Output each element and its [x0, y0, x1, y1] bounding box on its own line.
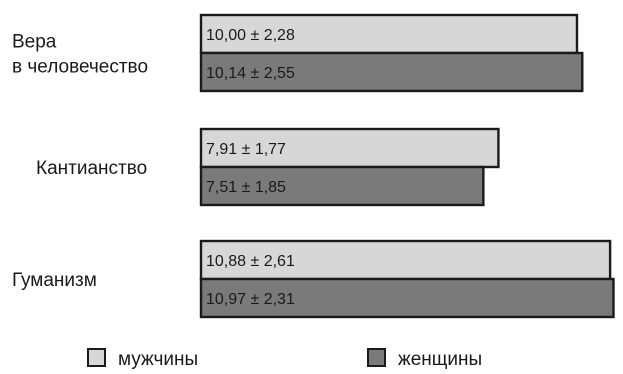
category-label: Гуманизм — [12, 270, 97, 291]
legend-label: женщины — [398, 349, 482, 370]
legend: мужчины женщины — [87, 348, 482, 370]
bar-value-label: 10,97 ± 2,31 — [206, 291, 295, 308]
bar-value-label: 10,00 ± 2,28 — [206, 27, 295, 44]
bar-кантианство-series-2 — [199, 165, 485, 207]
legend-swatch — [87, 348, 106, 367]
category-labels: Вера в человечество Кантианство Гуманизм — [12, 32, 148, 292]
legend-swatch — [367, 348, 386, 367]
bar-вера-в-человечество-series-1 — [199, 13, 579, 55]
category-label: Кантианство — [36, 158, 147, 179]
legend-label: мужчины — [118, 349, 198, 370]
bar-value-label: 7,91 ± 1,77 — [206, 141, 286, 158]
bar-гуманизм-series-2 — [199, 277, 615, 319]
bar-вера-в-человечество-series-2 — [199, 51, 584, 93]
category-label: Вера — [12, 32, 57, 53]
bar-value-label: 10,88 ± 2,61 — [206, 253, 295, 270]
category-label: в человечество — [12, 57, 148, 78]
bars — [199, 13, 615, 319]
bar-value-label: 7,51 ± 1,85 — [206, 179, 286, 196]
bar-value-label: 10,14 ± 2,55 — [206, 65, 295, 82]
bar-value-labels: 10,00 ± 2,28 10,14 ± 2,55 7,91 ± 1,77 7,51 … — [206, 27, 295, 308]
